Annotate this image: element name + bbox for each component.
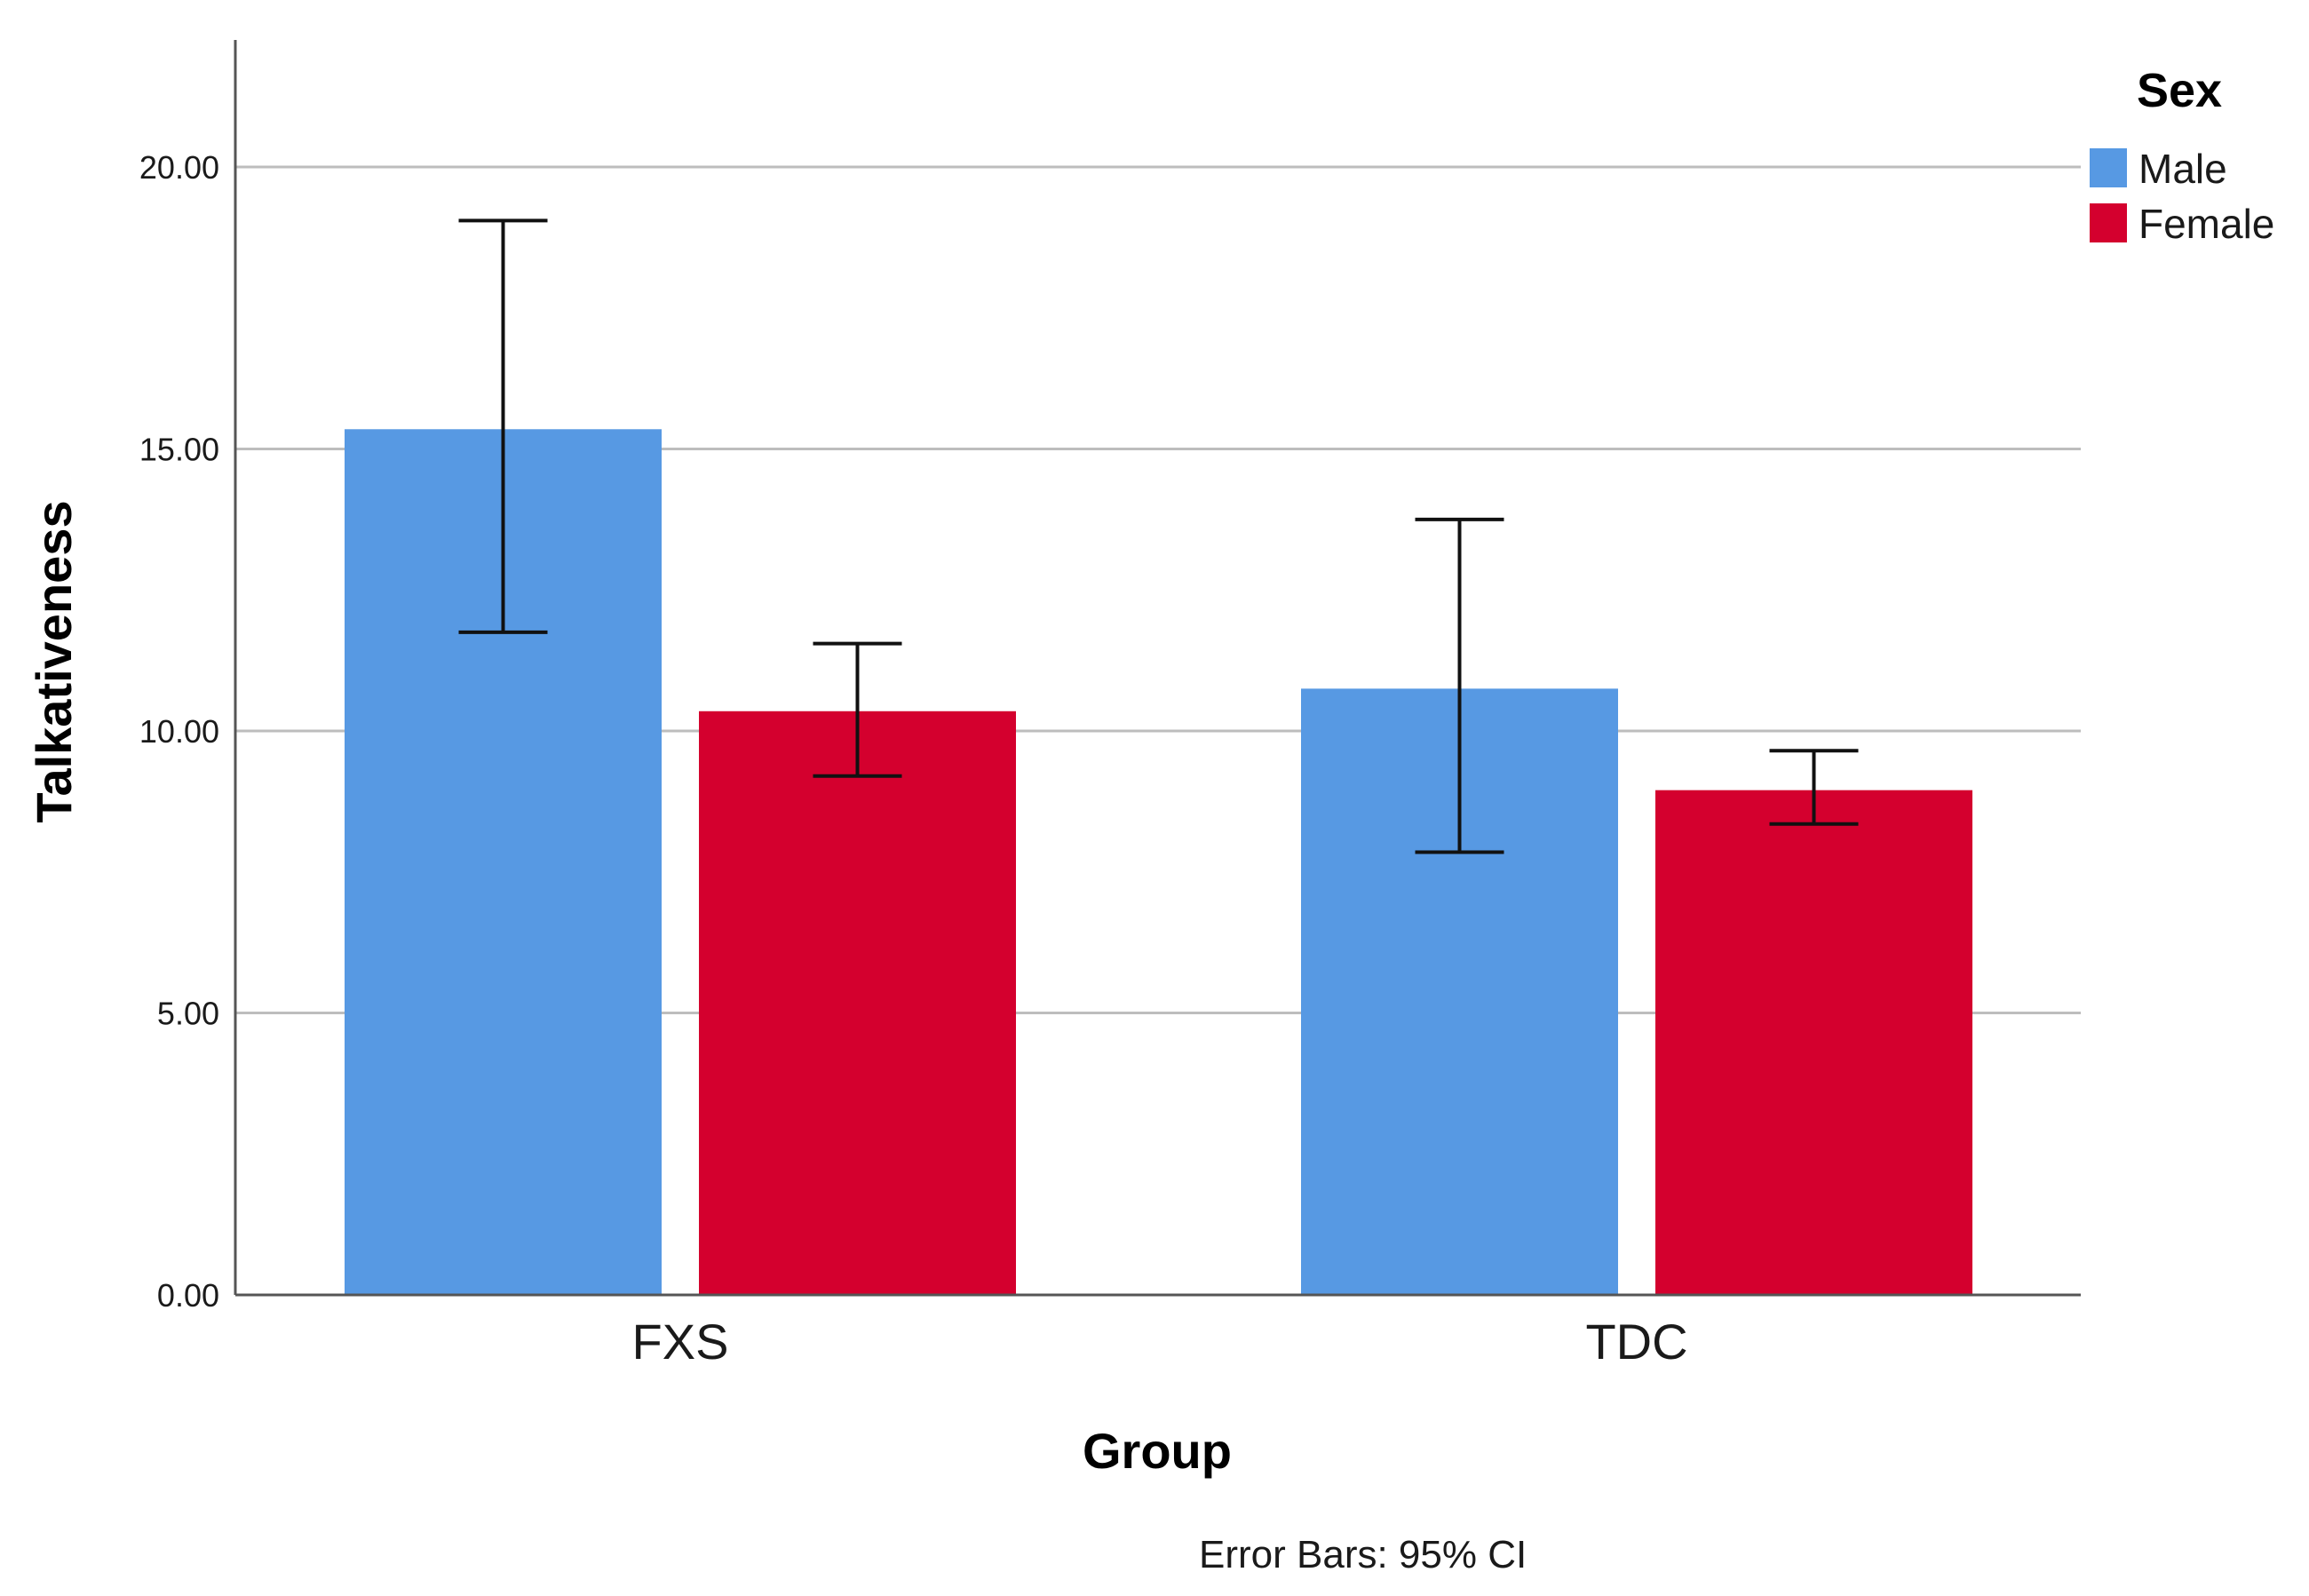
y-tick-label: 10.00: [139, 713, 219, 750]
y-tick-label: 5.00: [157, 996, 219, 1032]
legend-label-female: Female: [2138, 201, 2274, 247]
bar-fxs-female: [699, 711, 1016, 1295]
error-bar-fxs-female: [813, 641, 902, 778]
x-tick-label-fxs: FXS: [632, 1314, 729, 1370]
legend-items: Male Female: [2090, 146, 2274, 247]
bars: [345, 429, 1972, 1295]
error-bar-tdc-male: [1415, 517, 1504, 854]
x-tick-label-tdc: TDC: [1585, 1314, 1687, 1370]
y-tick-label: 0.00: [157, 1277, 219, 1314]
y-tick-labels: 0.00 5.00 10.00 15.00 20.00: [139, 149, 219, 1314]
error-bars: [458, 218, 1859, 854]
y-tick-label: 15.00: [139, 432, 219, 468]
axes: [234, 40, 2081, 1297]
legend: Sex Male Female: [2090, 64, 2274, 247]
legend-title: Sex: [2137, 64, 2222, 117]
x-axis-title: Group: [1083, 1423, 1232, 1479]
y-axis-title: Talkativeness: [26, 500, 82, 822]
y-tick-label: 20.00: [139, 149, 219, 186]
bar-tdc-female: [1655, 790, 1972, 1295]
legend-swatch-female: [2090, 203, 2127, 242]
legend-swatch-male: [2090, 148, 2127, 187]
error-bars-footnote: Error Bars: 95% CI: [1199, 1533, 1527, 1576]
legend-label-male: Male: [2138, 146, 2227, 192]
error-bar-fxs-male: [458, 218, 548, 634]
error-bar-tdc-female: [1769, 749, 1859, 826]
x-tick-labels: FXS TDC: [632, 1314, 1688, 1370]
